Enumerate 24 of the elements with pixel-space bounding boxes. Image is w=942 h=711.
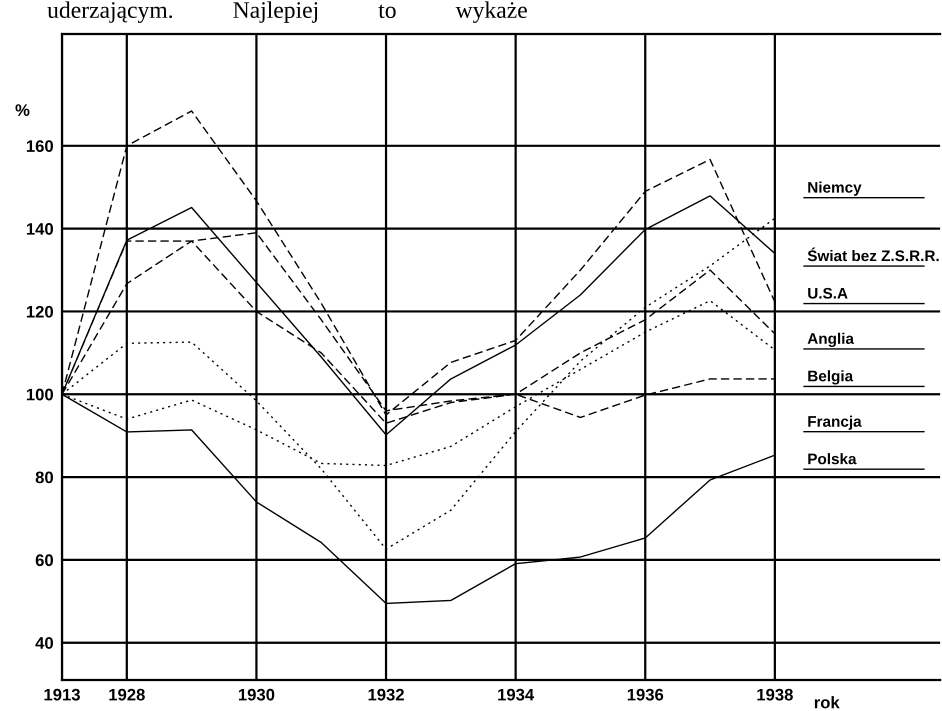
text: Francja	[808, 416, 862, 430]
text: Polska	[808, 453, 857, 464]
y-tick-label: 140	[26, 223, 53, 235]
text: Anglia	[808, 332, 854, 348]
text: uderzającym. Najlepiej to wykaże	[47, 1, 527, 23]
x-tick-label: 1930	[238, 688, 274, 701]
x-tick-label: 1928	[109, 688, 145, 701]
text: Belgia	[808, 370, 854, 385]
y-tick-label: 80	[36, 471, 53, 484]
text: Niemcy	[808, 182, 862, 196]
x-tick-label: 1934	[498, 688, 534, 701]
x-tick-label: 1936	[628, 688, 664, 701]
y-tick-label: 40	[35, 637, 53, 649]
text: Świat bez Z.S.R.R.	[808, 248, 939, 262]
x-axis-title: rok	[814, 696, 840, 708]
y-tick-label: 100	[26, 388, 53, 400]
x-tick-label: 1913	[44, 688, 80, 701]
y-tick-label: 160	[26, 140, 53, 152]
y-axis-title: %	[15, 104, 30, 116]
x-tick-label: 1932	[368, 688, 404, 701]
text: U.S.A	[808, 288, 848, 299]
x-tick-label: 1938	[757, 688, 793, 701]
y-tick-label: 60	[36, 554, 53, 566]
y-tick-label: 120	[26, 306, 53, 318]
